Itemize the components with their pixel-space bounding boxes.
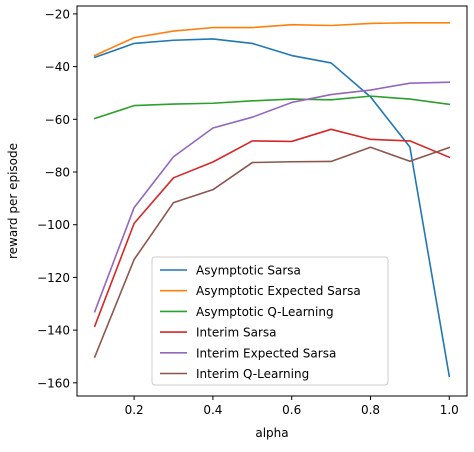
series-line (93, 95, 451, 120)
series-line (93, 22, 451, 57)
legend-label: Interim Expected Sarsa (196, 346, 336, 360)
x-axis: 0.2 0.4 0.6 0.8 1.0 (125, 396, 459, 417)
legend-box (151, 256, 389, 386)
y-axis: −20 −40 −60 −80 −100 −120 −140 −160 (37, 7, 77, 390)
legend-label: Asymptotic Sarsa (196, 264, 301, 278)
y-tick-label: −140 (37, 324, 70, 338)
x-tick-label: 0.4 (203, 403, 222, 417)
y-axis-label: reward per episode (6, 143, 20, 259)
plot-frame (76, 5, 468, 397)
legend-label: Asymptotic Expected Sarsa (196, 284, 361, 298)
y-tick-label: −80 (45, 166, 70, 180)
legend: Asymptotic Sarsa Asymptotic Expected Sars… (151, 256, 389, 386)
y-tick-label: −120 (37, 271, 70, 285)
x-tick-label: 0.6 (282, 403, 301, 417)
x-tick-label: 0.8 (361, 403, 380, 417)
series-line (93, 38, 451, 378)
y-tick-label: −160 (37, 376, 70, 390)
y-tick-label: −60 (45, 113, 70, 127)
y-tick-label: −100 (37, 218, 70, 232)
y-tick-label: −20 (45, 7, 70, 21)
y-tick-label: −40 (45, 60, 70, 74)
x-tick-label: 0.2 (125, 403, 144, 417)
legend-label: Interim Q-Learning (196, 367, 309, 381)
series-line (93, 81, 451, 313)
series-line (93, 128, 451, 328)
legend-label: Asymptotic Q-Learning (196, 305, 334, 319)
x-axis-label: alpha (255, 426, 288, 440)
legend-label: Interim Sarsa (196, 326, 277, 340)
plot-area (93, 22, 451, 378)
series-line (93, 146, 451, 359)
x-tick-label: 1.0 (440, 403, 459, 417)
